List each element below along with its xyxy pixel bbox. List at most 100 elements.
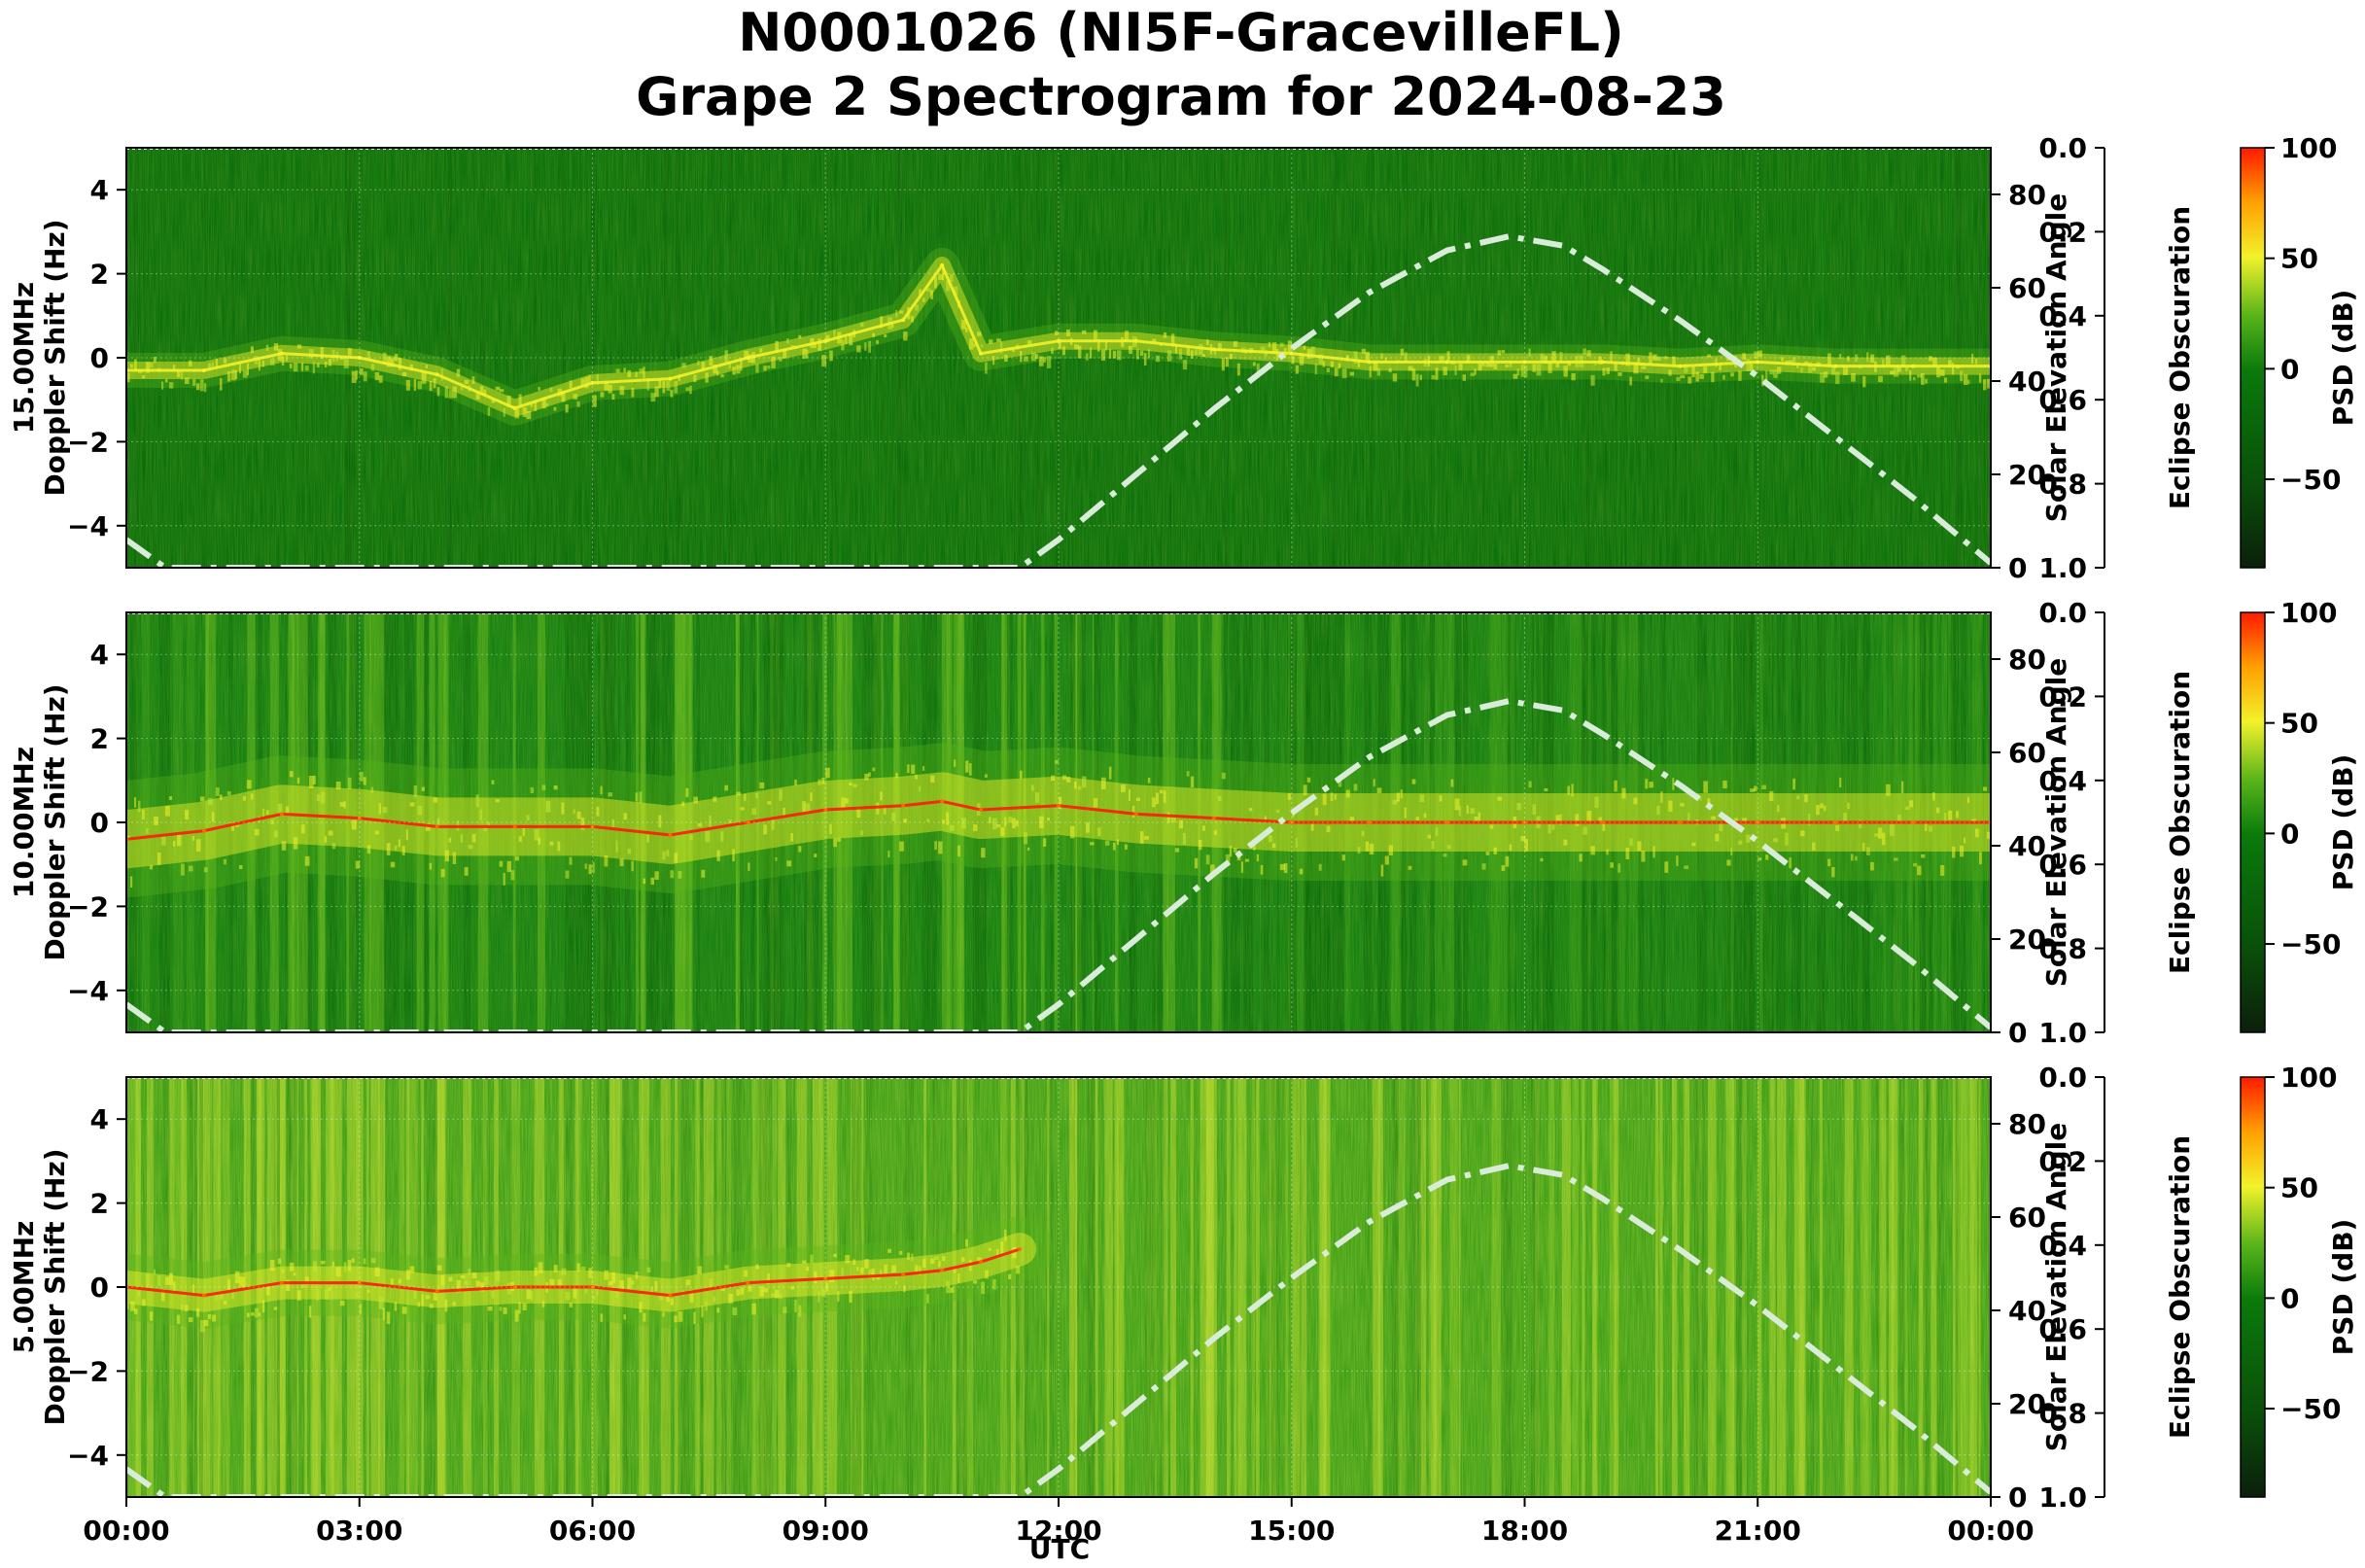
x-tick-label: 15:00	[1248, 1515, 1335, 1547]
doppler-point	[357, 1280, 362, 1285]
doppler-point	[1367, 360, 1372, 365]
heatmap-area	[126, 1077, 1991, 1497]
y-tick-label: −2	[67, 1355, 109, 1387]
y-tick-label: −4	[67, 510, 109, 542]
right-tick-label: 80	[2008, 179, 2046, 211]
doppler-point	[1600, 820, 1605, 824]
right-tick-label: 60	[2008, 737, 2046, 769]
colorbar	[2240, 611, 2266, 1033]
colorbar-tick-label: −50	[2280, 464, 2341, 496]
colorbar-tick-label: 0	[2280, 818, 2299, 850]
eclipse-tick-label: 1.0	[2038, 552, 2087, 584]
doppler-point	[901, 318, 906, 323]
doppler-point	[746, 356, 750, 360]
doppler-point	[357, 356, 362, 360]
doppler-point	[1522, 820, 1527, 824]
doppler-point	[823, 1276, 828, 1281]
colorbar-tick-label: 50	[2280, 708, 2318, 740]
doppler-point	[1444, 360, 1449, 365]
y-tick-label: 0	[90, 342, 109, 374]
doppler-point	[668, 376, 673, 381]
y-axis-label-band: 15.00MHz	[8, 282, 40, 434]
heatmap-area	[126, 148, 1991, 568]
doppler-point	[435, 1289, 439, 1294]
eclipse-tick-label: 0.6	[2038, 849, 2087, 881]
colorbar-tick-label: 100	[2280, 597, 2337, 629]
doppler-point	[1756, 820, 1760, 824]
x-tick-label: 18:00	[1481, 1515, 1568, 1547]
doppler-point	[901, 803, 906, 808]
eclipse-tick-label: 0.0	[2038, 597, 2087, 629]
doppler-point	[746, 1280, 750, 1285]
right-tick-label: 80	[2008, 644, 2046, 676]
doppler-point	[979, 808, 984, 813]
doppler-point	[1833, 820, 1838, 824]
x-tick-label: 21:00	[1715, 1515, 1801, 1547]
eclipse-tick-label: 1.0	[2038, 1017, 2087, 1049]
right-tick-label: 40	[2008, 830, 2046, 862]
x-axis-label: UTC	[1029, 1533, 1090, 1565]
eclipse-axis-label: Eclipse Obscuration	[2164, 1135, 2196, 1439]
eclipse-axis-label: Eclipse Obscuration	[2164, 206, 2196, 509]
y-tick-label: −2	[67, 890, 109, 923]
right-tick-label: 0	[2008, 1481, 2027, 1514]
eclipse-tick-label: 0.0	[2038, 1062, 2087, 1094]
right-tick-label: 60	[2008, 1202, 2046, 1234]
y-tick-label: 4	[90, 174, 109, 206]
eclipse-tick-label: 0.6	[2038, 384, 2087, 416]
y-tick-label: 2	[90, 259, 109, 291]
doppler-point	[357, 816, 362, 820]
eclipse-axis-label: Eclipse Obscuration	[2164, 671, 2196, 974]
x-tick-label: 00:00	[83, 1515, 169, 1547]
x-tick-label: 03:00	[316, 1515, 402, 1547]
solar-elevation-axis-label: Solar Elevation Angle	[2040, 193, 2072, 522]
spectrogram-panels: 420−2−415.00MHz Doppler Shift (Hz)8060402…	[8, 132, 2359, 1514]
right-tick-label: 80	[2008, 1108, 2046, 1140]
doppler-trace	[126, 1247, 1021, 1298]
doppler-point	[979, 1260, 984, 1265]
doppler-point	[901, 1272, 906, 1277]
eclipse-tick-label: 0.6	[2038, 1313, 2087, 1345]
right-tick-label: 60	[2008, 272, 2046, 304]
y-tick-label: 0	[90, 1272, 109, 1304]
doppler-point	[435, 824, 439, 829]
colorbar-label: PSD (dB)	[2327, 290, 2359, 427]
solar-elevation-axis-label: Solar Elevation Angle	[2040, 658, 2072, 987]
doppler-point	[1911, 364, 1916, 368]
y-axis-label-band: 5.00MHz	[8, 1221, 40, 1354]
doppler-point	[940, 1268, 945, 1272]
doppler-point	[1133, 812, 1138, 817]
doppler-point	[279, 812, 284, 817]
eclipse-tick-label: 0.8	[2038, 933, 2087, 965]
doppler-point	[1678, 820, 1683, 824]
eclipse-tick-label: 0.2	[2038, 216, 2087, 248]
solar-elevation-curve	[126, 698, 1991, 1032]
panel-10.00MHz: 420−2−410.00MHz Doppler Shift (Hz)8060402…	[8, 597, 2359, 1049]
doppler-point	[590, 824, 595, 829]
doppler-point	[1057, 338, 1061, 343]
doppler-point	[1444, 820, 1449, 824]
doppler-point	[1756, 360, 1760, 365]
doppler-point	[512, 824, 517, 829]
y-tick-label: 2	[90, 1188, 109, 1220]
doppler-point	[1600, 360, 1605, 365]
doppler-point	[668, 832, 673, 837]
y-axis-label: Doppler Shift (Hz)	[39, 219, 71, 496]
doppler-point	[1289, 351, 1294, 356]
panel-5.00MHz: 420−2−45.00MHz Doppler Shift (Hz)80604020…	[8, 1062, 2359, 1514]
y-tick-label: −2	[67, 426, 109, 458]
right-tick-label: 20	[2008, 1388, 2046, 1420]
y-tick-label: 0	[90, 807, 109, 839]
colorbar	[2240, 147, 2266, 569]
x-tick-label: 09:00	[783, 1515, 869, 1547]
doppler-trace	[126, 261, 1991, 410]
y-axis-label-band: 10.00MHz	[8, 747, 40, 898]
eclipse-tick-label: 0.8	[2038, 1398, 2087, 1430]
y-tick-label: 2	[90, 723, 109, 755]
colorbar-label: PSD (dB)	[2327, 754, 2359, 891]
colorbar-tick-label: 0	[2280, 1282, 2299, 1314]
chart-title-line1: N0001026 (NI5F-GracevilleFL)	[738, 2, 1624, 63]
doppler-point	[201, 828, 206, 833]
doppler-point	[1522, 360, 1527, 365]
